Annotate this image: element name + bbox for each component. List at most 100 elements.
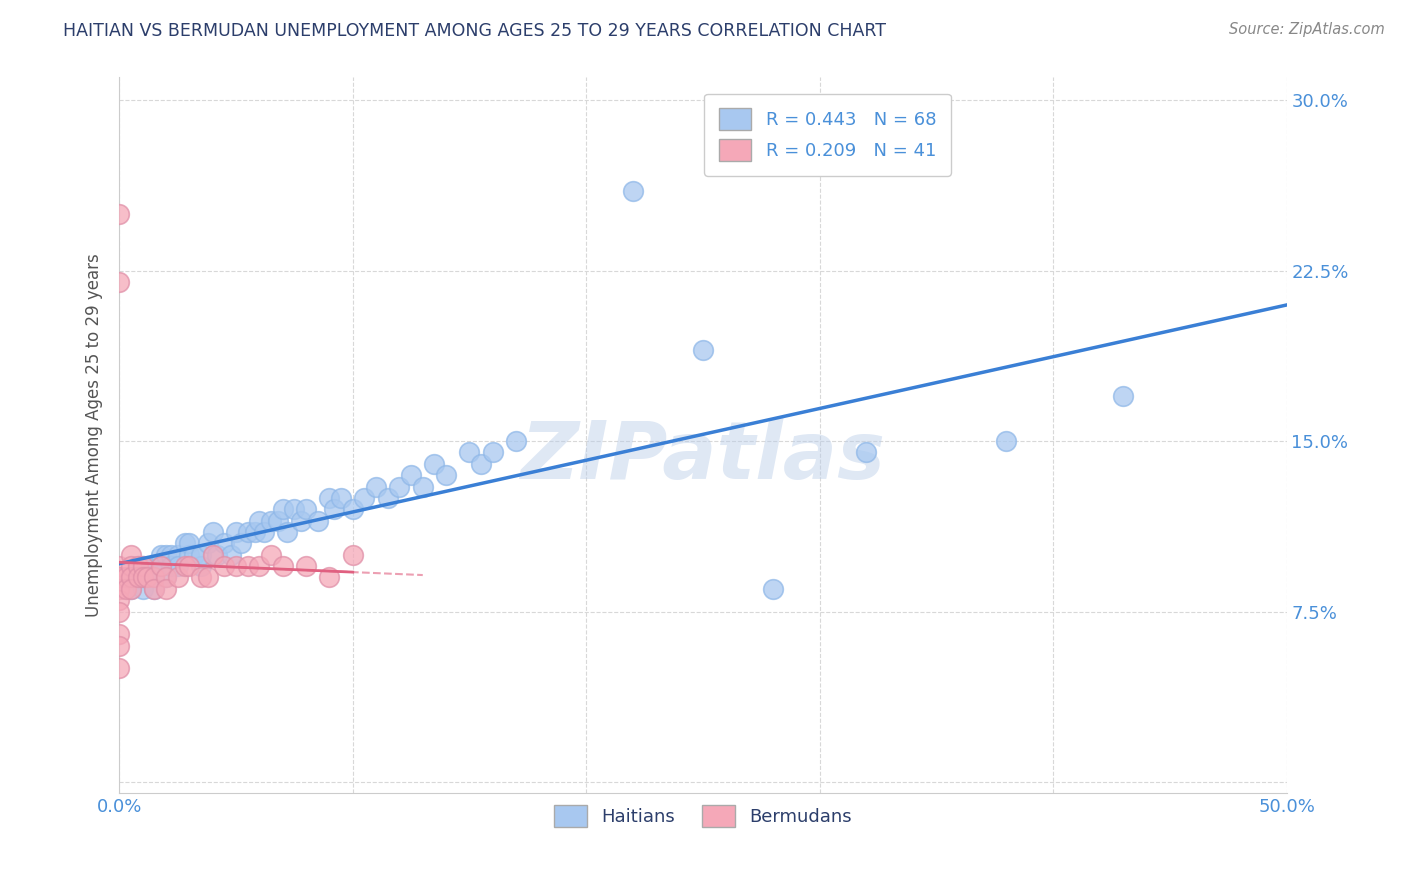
Point xyxy=(855,445,877,459)
Text: Source: ZipAtlas.com: Source: ZipAtlas.com xyxy=(1229,22,1385,37)
Point xyxy=(995,434,1018,448)
Point xyxy=(330,491,353,505)
Point xyxy=(131,570,153,584)
Point xyxy=(120,582,142,596)
Point xyxy=(197,570,219,584)
Point xyxy=(179,559,201,574)
Point xyxy=(342,502,364,516)
Point xyxy=(166,570,188,584)
Point xyxy=(166,548,188,562)
Point xyxy=(260,514,283,528)
Point xyxy=(150,559,173,574)
Point xyxy=(136,570,159,584)
Point xyxy=(247,514,270,528)
Point xyxy=(115,570,138,584)
Point xyxy=(434,468,457,483)
Point xyxy=(108,605,131,619)
Point xyxy=(214,536,236,550)
Point xyxy=(159,548,181,562)
Point xyxy=(120,570,142,584)
Point xyxy=(131,559,153,574)
Point xyxy=(108,570,131,584)
Point xyxy=(190,559,212,574)
Legend: Haitians, Bermudans: Haitians, Bermudans xyxy=(547,798,859,834)
Point xyxy=(143,559,166,574)
Point xyxy=(127,559,149,574)
Point xyxy=(253,524,276,539)
Point xyxy=(120,548,142,562)
Point xyxy=(225,524,247,539)
Point xyxy=(399,468,422,483)
Point xyxy=(267,514,290,528)
Point xyxy=(214,559,236,574)
Point xyxy=(108,570,131,584)
Point xyxy=(692,343,714,358)
Point xyxy=(108,627,131,641)
Point xyxy=(120,582,142,596)
Point xyxy=(131,570,153,584)
Point xyxy=(318,570,340,584)
Point xyxy=(295,502,318,516)
Point xyxy=(190,548,212,562)
Point xyxy=(155,582,177,596)
Point xyxy=(108,639,131,653)
Point xyxy=(155,570,177,584)
Point xyxy=(190,570,212,584)
Point xyxy=(127,559,149,574)
Point xyxy=(342,548,364,562)
Point xyxy=(173,536,195,550)
Point xyxy=(318,491,340,505)
Point xyxy=(423,457,446,471)
Point xyxy=(482,445,505,459)
Point xyxy=(108,207,131,221)
Point xyxy=(127,570,149,584)
Text: HAITIAN VS BERMUDAN UNEMPLOYMENT AMONG AGES 25 TO 29 YEARS CORRELATION CHART: HAITIAN VS BERMUDAN UNEMPLOYMENT AMONG A… xyxy=(63,22,886,40)
Point xyxy=(229,536,252,550)
Point xyxy=(131,559,153,574)
Point xyxy=(131,570,153,584)
Point xyxy=(120,570,142,584)
Point xyxy=(143,570,166,584)
Point xyxy=(143,582,166,596)
Point xyxy=(136,559,159,574)
Point xyxy=(271,502,294,516)
Point xyxy=(377,491,399,505)
Text: ZIPatlas: ZIPatlas xyxy=(520,417,886,496)
Point xyxy=(762,582,785,596)
Point xyxy=(236,524,259,539)
Point xyxy=(243,524,266,539)
Point xyxy=(412,479,434,493)
Point xyxy=(290,514,312,528)
Point xyxy=(621,184,644,198)
Point xyxy=(179,536,201,550)
Point xyxy=(458,445,481,459)
Point xyxy=(173,559,195,574)
Point xyxy=(236,559,259,574)
Point xyxy=(283,502,305,516)
Point xyxy=(364,479,387,493)
Point xyxy=(201,548,224,562)
Point xyxy=(166,559,188,574)
Point xyxy=(131,582,153,596)
Point xyxy=(295,559,318,574)
Point xyxy=(307,514,329,528)
Point xyxy=(276,524,298,539)
Point xyxy=(108,582,131,596)
Point xyxy=(150,559,173,574)
Point xyxy=(155,570,177,584)
Point xyxy=(108,661,131,675)
Point xyxy=(159,559,181,574)
Point xyxy=(120,559,142,574)
Point xyxy=(179,548,201,562)
Point xyxy=(388,479,411,493)
Point xyxy=(115,582,138,596)
Point xyxy=(353,491,375,505)
Point xyxy=(108,593,131,607)
Point xyxy=(197,536,219,550)
Point xyxy=(150,548,173,562)
Point xyxy=(207,548,229,562)
Point xyxy=(108,582,131,596)
Point xyxy=(271,559,294,574)
Point xyxy=(225,559,247,574)
Point xyxy=(470,457,492,471)
